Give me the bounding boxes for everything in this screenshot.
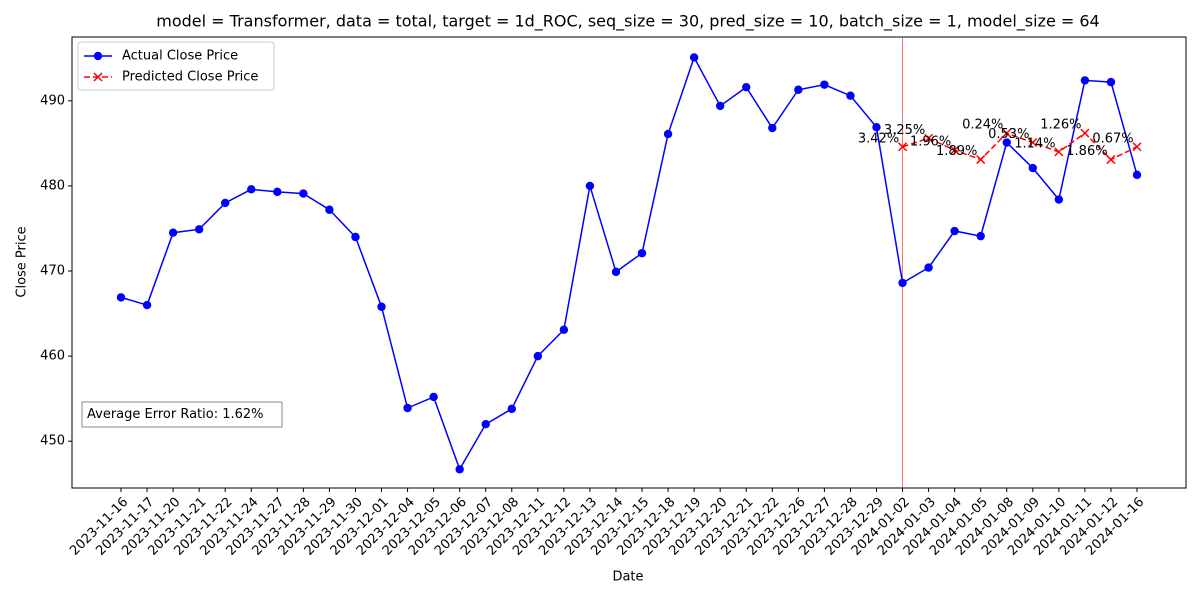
- legend-label: Predicted Close Price: [122, 70, 258, 85]
- y-tick-label: 460: [40, 349, 65, 364]
- marker: [559, 325, 569, 334]
- marker: [1028, 163, 1037, 173]
- marker: [794, 85, 803, 94]
- marker: [1002, 128, 1012, 138]
- marker: [663, 129, 673, 139]
- legend-label: Actual Close Price: [122, 49, 238, 64]
- y-tick-label: 470: [40, 264, 65, 279]
- x-axis-label: Date: [612, 570, 643, 585]
- marker: [950, 145, 960, 155]
- error-annotation: 1.96%: [910, 135, 951, 150]
- marker: [1002, 138, 1011, 147]
- marker: [116, 293, 126, 302]
- marker: [351, 232, 360, 242]
- marker: [689, 53, 699, 62]
- marker: [299, 189, 308, 198]
- y-axis-label: Close Price: [15, 226, 30, 297]
- y-tick-label: 480: [40, 178, 65, 193]
- marker: [247, 185, 256, 194]
- error-annotation: 0.24%: [962, 118, 1003, 133]
- error-annotation: 1.14%: [1014, 136, 1055, 151]
- marker: [455, 465, 464, 474]
- marker: [1132, 142, 1142, 152]
- marker: [403, 403, 412, 413]
- marker: [1106, 77, 1116, 87]
- marker: [1080, 128, 1090, 138]
- marker: [194, 225, 204, 234]
- error-annotation: 3.25%: [884, 123, 925, 138]
- marker: [1106, 155, 1116, 165]
- marker: [924, 133, 934, 143]
- error-annotation: 1.26%: [1040, 118, 1081, 133]
- marker: [715, 101, 725, 111]
- marker: [585, 181, 595, 191]
- marker: [976, 155, 986, 165]
- y-tick-label: 490: [40, 93, 65, 108]
- marker: [898, 142, 908, 152]
- marker: [429, 392, 438, 402]
- marker: [950, 226, 959, 236]
- marker: [533, 351, 543, 361]
- legend-marker: [93, 51, 103, 61]
- marker: [924, 263, 933, 272]
- marker: [1028, 137, 1038, 148]
- marker: [168, 228, 178, 237]
- plot-frame: [71, 36, 1187, 489]
- series-line: [120, 55, 1138, 472]
- marker: [221, 198, 230, 208]
- marker: [481, 419, 490, 429]
- legend-marker: [93, 72, 103, 82]
- marker: [898, 278, 907, 288]
- marker: [377, 302, 386, 311]
- marker: [846, 91, 855, 100]
- chart-title: model = Transformer, data = total, targe…: [156, 12, 1099, 32]
- marker: [976, 231, 985, 241]
- y-tick-label: 450: [40, 434, 65, 449]
- error-annotation: 1.86%: [1066, 144, 1107, 159]
- marker: [1054, 195, 1064, 204]
- error-annotation: 3.42%: [858, 131, 899, 146]
- marker: [768, 123, 777, 133]
- marker: [507, 404, 516, 414]
- info-box: [81, 401, 283, 428]
- legend-box: [77, 41, 275, 91]
- marker: [611, 267, 621, 277]
- marker: [820, 80, 829, 89]
- marker: [872, 123, 881, 132]
- marker: [742, 83, 751, 92]
- series-line: [902, 132, 1138, 161]
- marker: [273, 187, 282, 197]
- error-annotation: 0.53%: [988, 127, 1029, 142]
- marker: [1132, 170, 1142, 180]
- marker: [325, 205, 334, 214]
- info-text: Average Error Ratio: 1.62%: [87, 407, 264, 422]
- marker: [142, 300, 152, 310]
- marker: [637, 248, 647, 258]
- marker: [1080, 76, 1090, 85]
- marker: [1054, 147, 1064, 157]
- error-annotation: 1.89%: [936, 144, 977, 159]
- error-annotation: 0.67%: [1092, 131, 1133, 146]
